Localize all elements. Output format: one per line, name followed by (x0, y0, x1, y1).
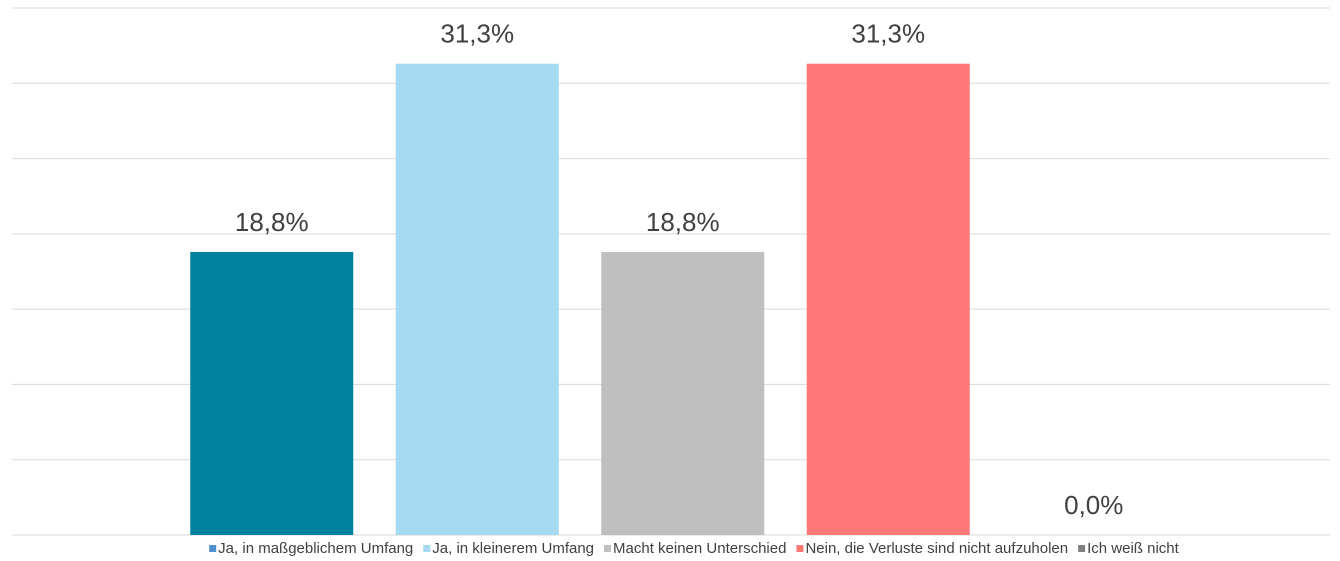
data-label: 31,3% (440, 19, 514, 49)
legend-label: Ja, in maßgeblichem Umfang (218, 540, 413, 557)
legend-label: Macht keinen Unterschied (613, 540, 786, 557)
legend-label: Ich weiß nicht (1087, 540, 1180, 557)
data-label: 31,3% (851, 19, 925, 49)
legend-marker (604, 545, 612, 552)
legend: Ja, in maßgeblichem Umfang Ja, in kleiner… (209, 540, 1180, 557)
legend-marker (209, 545, 217, 552)
data-label: 18,8% (235, 207, 309, 237)
bar (601, 251, 765, 535)
legend-label: Ja, in kleinerem Umfang (432, 540, 594, 557)
data-label: 0,0% (1064, 490, 1123, 520)
bar (806, 63, 970, 536)
legend-label: Nein, die Verluste sind nicht aufzuholen (805, 540, 1068, 557)
legend-marker (796, 545, 804, 552)
legend-marker (423, 545, 431, 552)
data-label: 18,8% (646, 207, 720, 237)
legend-marker (1078, 545, 1086, 552)
bar (190, 251, 354, 535)
bar (395, 63, 559, 536)
